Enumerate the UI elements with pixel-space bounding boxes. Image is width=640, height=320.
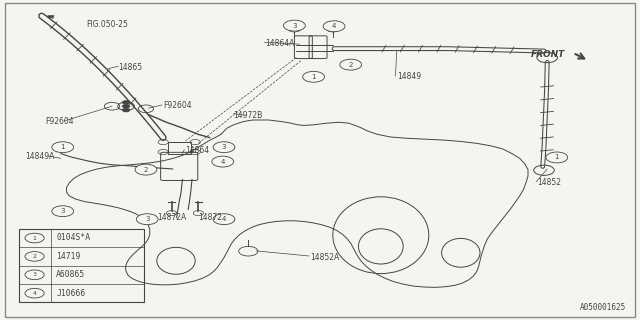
Text: 14852A: 14852A bbox=[310, 253, 340, 262]
Text: F92604: F92604 bbox=[45, 117, 74, 126]
Text: 4: 4 bbox=[33, 291, 36, 296]
Text: 3: 3 bbox=[221, 144, 227, 150]
Text: 3: 3 bbox=[33, 272, 36, 277]
Text: F92604: F92604 bbox=[163, 101, 192, 110]
Text: 0104S*A: 0104S*A bbox=[56, 234, 90, 243]
Text: 14872A: 14872A bbox=[157, 213, 186, 222]
Text: 1: 1 bbox=[554, 155, 559, 160]
Circle shape bbox=[122, 104, 130, 108]
Text: 2: 2 bbox=[349, 62, 353, 68]
Circle shape bbox=[213, 214, 235, 225]
Text: 3: 3 bbox=[145, 216, 150, 222]
Text: 1: 1 bbox=[60, 144, 65, 150]
Text: 14864A: 14864A bbox=[266, 39, 295, 48]
Text: FRONT: FRONT bbox=[531, 50, 566, 59]
Circle shape bbox=[135, 164, 157, 175]
Circle shape bbox=[52, 206, 74, 217]
Text: 3: 3 bbox=[60, 208, 65, 214]
Circle shape bbox=[25, 252, 44, 261]
Circle shape bbox=[25, 288, 44, 298]
Text: 1: 1 bbox=[311, 74, 316, 80]
Circle shape bbox=[122, 108, 130, 112]
Text: 14849A: 14849A bbox=[26, 152, 55, 161]
Text: 14865: 14865 bbox=[118, 63, 143, 72]
Bar bbox=[19, 229, 144, 302]
Circle shape bbox=[136, 214, 158, 225]
Text: 1: 1 bbox=[33, 236, 36, 241]
Text: 14872: 14872 bbox=[198, 213, 223, 222]
Text: 2: 2 bbox=[144, 167, 148, 172]
Text: 2: 2 bbox=[33, 254, 36, 259]
Circle shape bbox=[25, 270, 44, 280]
Circle shape bbox=[25, 233, 44, 243]
Circle shape bbox=[212, 156, 234, 167]
Circle shape bbox=[323, 21, 345, 32]
Circle shape bbox=[52, 142, 74, 153]
Circle shape bbox=[284, 20, 305, 31]
Text: 14972B: 14972B bbox=[234, 111, 263, 120]
Text: 4: 4 bbox=[221, 159, 225, 164]
Bar bbox=[168, 142, 191, 154]
Text: J10666: J10666 bbox=[56, 289, 86, 298]
Text: 14864: 14864 bbox=[186, 146, 210, 155]
Text: 14719: 14719 bbox=[56, 252, 81, 261]
Circle shape bbox=[213, 142, 235, 153]
Text: 14852: 14852 bbox=[538, 178, 562, 187]
Text: 4: 4 bbox=[332, 23, 336, 29]
Text: 4: 4 bbox=[222, 216, 226, 222]
Circle shape bbox=[122, 100, 130, 104]
Text: A050001625: A050001625 bbox=[580, 303, 626, 312]
Circle shape bbox=[303, 71, 324, 82]
Text: 3: 3 bbox=[292, 23, 297, 28]
Text: 14849: 14849 bbox=[397, 72, 421, 81]
Circle shape bbox=[340, 59, 362, 70]
Text: FIG.050-25: FIG.050-25 bbox=[86, 20, 128, 28]
Circle shape bbox=[546, 152, 568, 163]
Text: A60865: A60865 bbox=[56, 270, 86, 279]
